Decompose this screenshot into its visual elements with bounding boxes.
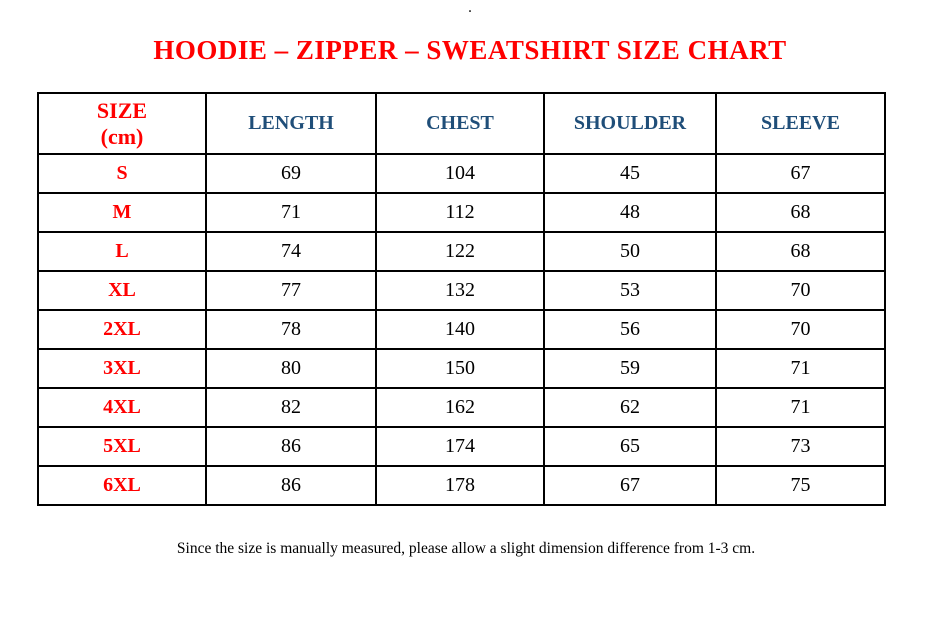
size-header-line1: SIZE [96,98,148,124]
sleeve-value: 67 [715,153,886,194]
table-row-s: S 69 104 45 67 [37,153,886,194]
page-title: HOODIE – ZIPPER – SWEATSHIRT SIZE CHART [153,35,787,65]
size-label: 6XL [37,465,207,506]
footnote: Since the size is manually measured, ple… [176,540,756,557]
table-row-6xl: 6XL 86 178 67 75 [37,465,886,506]
length-value: 86 [205,426,377,467]
chest-value: 150 [375,348,545,389]
table-row-4xl: 4XL 82 162 62 71 [37,387,886,428]
table-row-3xl: 3XL 80 150 59 71 [37,348,886,389]
chest-value: 178 [375,465,545,506]
length-value: 78 [205,309,377,350]
table-header-row: SIZE (cm) LENGTH CHEST SHOULDER SLEEVE [37,92,886,155]
shoulder-value: 53 [543,270,717,311]
table-row-2xl: 2XL 78 140 56 70 [37,309,886,350]
sleeve-value: 68 [715,231,886,272]
length-value: 74 [205,231,377,272]
size-label: XL [37,270,207,311]
length-value: 77 [205,270,377,311]
shoulder-value: 45 [543,153,717,194]
chest-value: 104 [375,153,545,194]
shoulder-value: 67 [543,465,717,506]
sleeve-value: 68 [715,192,886,233]
size-label: L [37,231,207,272]
column-header-shoulder: SHOULDER [543,92,717,155]
length-value: 82 [205,387,377,428]
sleeve-value: 70 [715,309,886,350]
column-header-length: LENGTH [205,92,377,155]
length-value: 80 [205,348,377,389]
shoulder-value: 56 [543,309,717,350]
top-dot-mark: . [468,1,472,15]
chest-value: 162 [375,387,545,428]
size-label: 3XL [37,348,207,389]
sleeve-value: 75 [715,465,886,506]
length-value: 86 [205,465,377,506]
column-header-size: SIZE (cm) [37,92,207,155]
chest-value: 122 [375,231,545,272]
shoulder-value: 50 [543,231,717,272]
size-chart-table: SIZE (cm) LENGTH CHEST SHOULDER SLEEVE S… [37,92,886,506]
chest-value: 174 [375,426,545,467]
length-value: 71 [205,192,377,233]
length-value: 69 [205,153,377,194]
size-label: 5XL [37,426,207,467]
chest-value: 140 [375,309,545,350]
size-label: 2XL [37,309,207,350]
column-header-sleeve: SLEEVE [715,92,886,155]
size-label: M [37,192,207,233]
shoulder-value: 59 [543,348,717,389]
table-row-xl: XL 77 132 53 70 [37,270,886,311]
size-label: 4XL [37,387,207,428]
table-row-m: M 71 112 48 68 [37,192,886,233]
sleeve-value: 70 [715,270,886,311]
size-header-line2: (cm) [100,123,144,149]
sleeve-value: 71 [715,348,886,389]
chest-value: 132 [375,270,545,311]
table-row-l: L 74 122 50 68 [37,231,886,272]
sleeve-value: 71 [715,387,886,428]
shoulder-value: 65 [543,426,717,467]
column-header-chest: CHEST [375,92,545,155]
table-row-5xl: 5XL 86 174 65 73 [37,426,886,467]
sleeve-value: 73 [715,426,886,467]
shoulder-value: 62 [543,387,717,428]
shoulder-value: 48 [543,192,717,233]
size-label: S [37,153,207,194]
chest-value: 112 [375,192,545,233]
